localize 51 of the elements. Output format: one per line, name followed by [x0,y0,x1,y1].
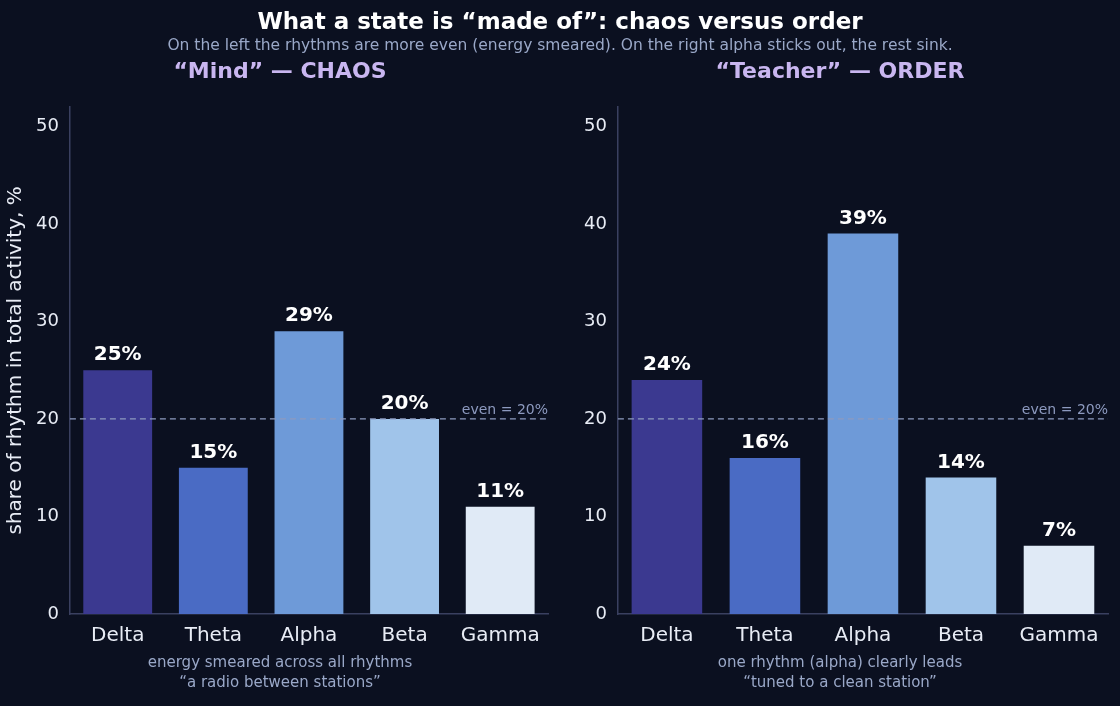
data-label: 14% [937,448,985,473]
bar [631,379,703,614]
text: What a state is “made of”: chaos versus order [256,7,864,36]
bar [178,467,248,614]
x-tick-label: Alpha [834,622,892,647]
bar [83,370,153,614]
data-label: 39% [839,204,887,229]
x-tick-label: Gamma [460,622,540,647]
ref-line-label: even = 20% [461,400,548,417]
text: one rhythm (alpha) clearly leads “tuned to a clean station” [716,652,964,692]
x-tick-label: Gamma [1019,622,1099,647]
ref-line-label: even = 20% [1021,400,1108,417]
y-tick-label: 20 [36,406,59,428]
bar [274,331,344,614]
y-tick-label: 50 [584,113,607,135]
bar [827,233,899,614]
data-label: 11% [476,477,525,502]
text: energy smeared across all rhythms “a radio between stations” [146,652,414,692]
y-tick-label: 30 [36,309,59,331]
x-tick-label: Beta [381,622,428,647]
data-label: 29% [285,302,333,327]
y-tick-label: 20 [584,406,607,428]
y-tick-label: 40 [584,211,607,233]
data-label: 20% [380,390,429,415]
y-tick-label: 40 [36,211,59,233]
x-tick-label: Theta [735,622,794,647]
bar [925,477,997,614]
bar [1023,545,1095,614]
bar [370,418,439,614]
chart-title: “Teacher” — ORDER [714,58,966,83]
text: On the left the rhythms are more even (energy smeared). On the right alpha sticks out, the rest sink. [166,36,954,54]
y-tick-label: 10 [36,504,59,526]
x-tick-label: Alpha [280,622,338,647]
y-tick-label: 30 [584,309,607,331]
x-tick-label: Delta [91,622,145,647]
data-label: 24% [642,351,691,376]
chart-title: “Mind” — CHAOS [172,58,388,83]
data-label: 7% [1042,516,1076,541]
y-axis-title: share of rhythm in total activity, % [2,186,27,535]
y-tick-label: 0 [595,601,607,623]
data-label: 25% [93,341,142,366]
bar [729,457,801,614]
x-tick-label: Beta [937,622,985,647]
x-tick-label: Delta [640,622,694,647]
bar [465,506,535,614]
y-tick-label: 10 [584,504,607,526]
y-tick-label: 0 [47,601,59,623]
x-tick-label: Theta [183,622,242,647]
data-label: 15% [189,438,238,463]
data-label: 16% [741,429,789,454]
y-tick-label: 50 [36,113,59,135]
